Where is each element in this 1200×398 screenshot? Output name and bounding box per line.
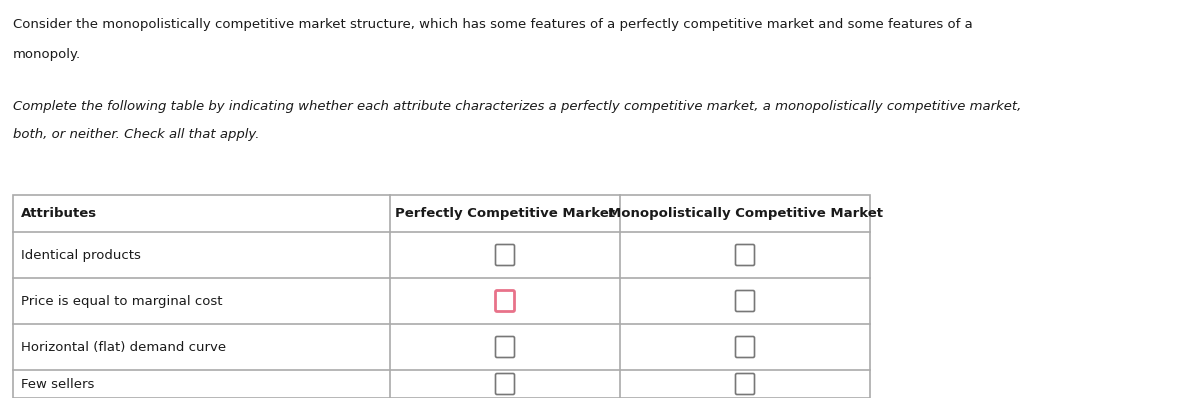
Text: Identical products: Identical products (22, 248, 140, 261)
Text: Horizontal (flat) demand curve: Horizontal (flat) demand curve (22, 341, 226, 353)
Bar (13, 195, 870, 398)
FancyBboxPatch shape (496, 291, 515, 312)
FancyBboxPatch shape (496, 244, 515, 265)
FancyBboxPatch shape (736, 291, 755, 312)
Text: Consider the monopolistically competitive market structure, which has some featu: Consider the monopolistically competitiv… (13, 18, 973, 31)
FancyBboxPatch shape (736, 336, 755, 357)
FancyBboxPatch shape (496, 336, 515, 357)
Text: Complete the following table by indicating whether each attribute characterizes : Complete the following table by indicati… (13, 100, 1021, 113)
Text: both, or neither. Check all that apply.: both, or neither. Check all that apply. (13, 128, 259, 141)
Text: Attributes: Attributes (22, 207, 97, 220)
FancyBboxPatch shape (736, 244, 755, 265)
Text: Perfectly Competitive Market: Perfectly Competitive Market (395, 207, 616, 220)
Text: monopoly.: monopoly. (13, 48, 82, 61)
Text: Few sellers: Few sellers (22, 377, 95, 390)
Text: Monopolistically Competitive Market: Monopolistically Competitive Market (607, 207, 882, 220)
Text: Price is equal to marginal cost: Price is equal to marginal cost (22, 295, 222, 308)
FancyBboxPatch shape (496, 373, 515, 394)
FancyBboxPatch shape (736, 373, 755, 394)
